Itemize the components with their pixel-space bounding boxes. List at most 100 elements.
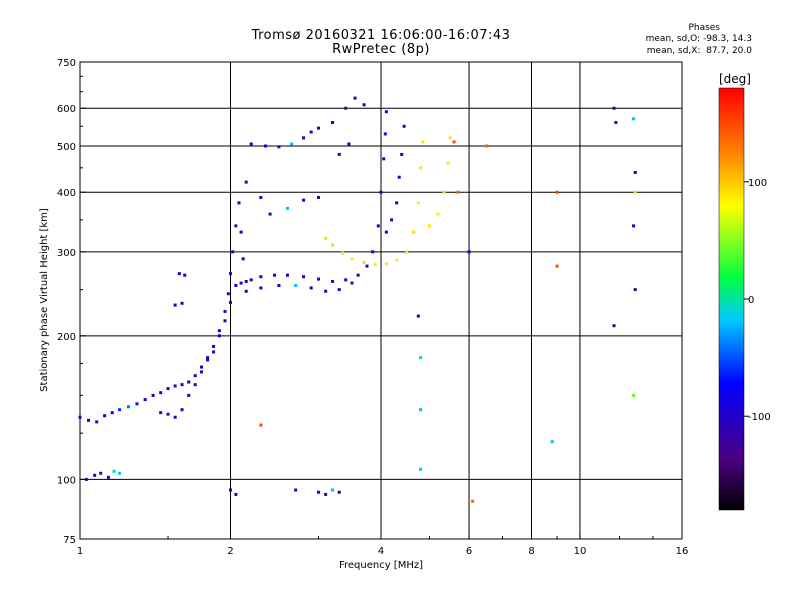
data-point [290,142,294,146]
data-point [612,324,616,328]
data-point [285,273,289,277]
data-point [84,477,88,481]
data-point [229,488,232,492]
data-point [448,136,452,140]
y-tick-label: 300 [57,248,76,259]
data-point [633,288,637,292]
data-point [456,190,460,194]
data-point [223,319,227,323]
x-tick-label: 4 [378,546,384,557]
data-point [217,334,221,338]
data-point [103,414,107,418]
data-point [200,365,204,369]
data-point [93,473,97,477]
data-point [309,130,313,134]
data-point [87,418,91,422]
data-point [331,243,335,247]
data-point [231,250,235,254]
colorbar-tick-label: 100 [748,178,767,189]
data-point [419,408,423,412]
x-tick-label: 8 [528,546,534,557]
data-point [309,286,313,290]
data-point [416,201,420,205]
data-point [555,190,559,194]
data-point [612,106,616,110]
data-point [427,224,431,228]
data-point [173,415,177,419]
data-point [383,132,387,136]
data-point [402,124,406,128]
data-point [259,423,263,427]
data-point [324,492,328,496]
data-point [237,201,241,205]
data-point [337,288,341,292]
data-point [324,289,328,293]
data-point [633,190,637,194]
data-point [135,402,139,406]
data-point [442,190,446,194]
legend-line-o: mean, sd,O: -98.3, 14.3 [645,34,752,44]
data-point [395,201,399,205]
data-point [180,408,184,412]
data-point [159,411,163,415]
data-point [200,370,204,374]
data-point [259,286,263,290]
data-point [159,391,163,395]
x-axis-label: Frequency [MHz] [339,560,423,571]
data-point [193,374,197,378]
data-point [302,136,306,140]
data-point [244,289,248,293]
data-point [277,145,281,149]
data-point [118,471,122,475]
data-point [452,140,456,144]
data-point [126,405,130,409]
data-point [331,121,335,125]
data-point [382,157,386,161]
data-point [180,383,184,387]
data-point [384,262,388,266]
data-point [632,393,636,397]
data-point [384,230,388,234]
data-point [484,144,488,148]
data-point [632,117,636,121]
data-point [264,144,268,148]
data-point [217,329,221,333]
data-point [239,281,243,285]
data-point [277,283,281,287]
data-point [467,250,471,254]
data-point [317,195,321,199]
data-point [187,393,191,397]
colorbar [718,87,745,511]
data-point [249,278,253,282]
data-point [421,140,425,144]
data-point [302,198,306,202]
data-point [317,490,321,494]
data-point [206,358,210,362]
y-tick-label: 750 [57,58,76,69]
y-tick-label: 400 [57,188,76,199]
legend-title: Phases [688,23,720,33]
axes: 1 2 4 6 8 10 16 75 100 200 300 400 500 600 750 [57,58,688,557]
data-point [78,415,82,419]
data-point [99,471,103,475]
x-tick-label: 1 [77,546,83,557]
data-point [340,251,344,255]
data-point [187,380,191,384]
data-point [229,272,232,276]
chart-subtitle: RwPretec (8p) [332,42,430,57]
data-point [365,264,369,268]
data-point [412,230,416,234]
data-point [244,279,248,283]
data-point [193,383,197,387]
data-point [317,126,321,130]
data-point [384,110,388,114]
data-point [390,218,394,222]
data-point [362,103,366,107]
data-point [273,273,277,277]
data-point [317,277,321,281]
chart-title: Tromsø 20160321 16:06:00-16:07:43 [251,28,511,43]
data-point [614,121,618,125]
data-point [633,170,637,174]
data-point [151,393,155,397]
